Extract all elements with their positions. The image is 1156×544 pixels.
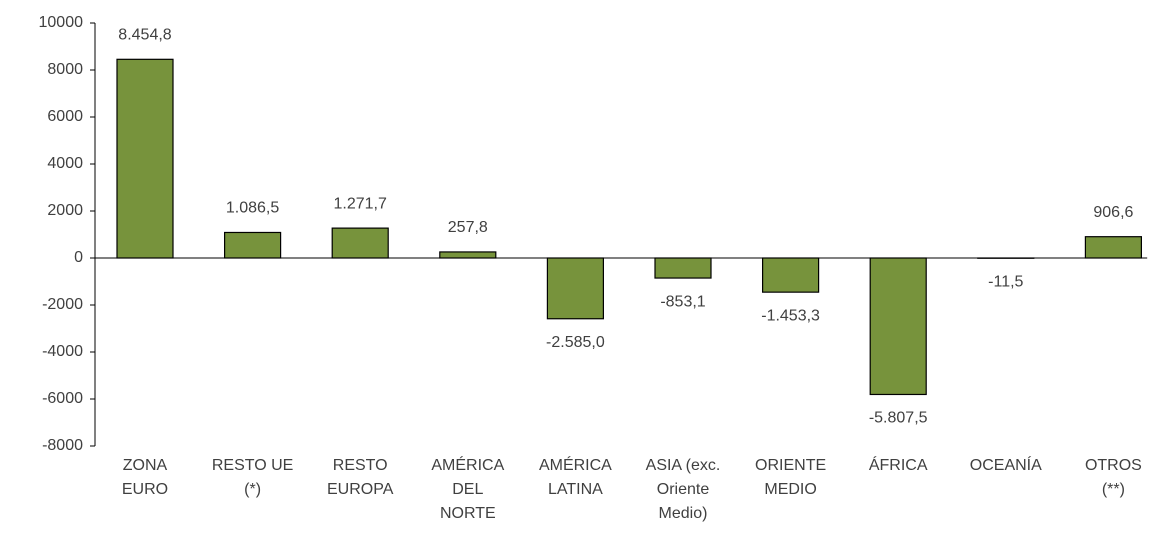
bar [332, 228, 388, 258]
x-tick-label-box: ORIENTE MEDIO [737, 454, 845, 539]
bar [225, 232, 281, 258]
value-label: 1.086,5 [226, 200, 279, 217]
x-tick-label-box: ÁFRICA [844, 454, 952, 539]
value-label: -1.453,3 [761, 307, 820, 324]
x-tick-label: OCEANÍA [952, 454, 1060, 478]
bar [547, 258, 603, 319]
x-tick-label-box: AMÉRICA LATINA [521, 454, 629, 539]
bar [440, 252, 496, 258]
x-tick-label: AMÉRICA LATINA [521, 454, 629, 502]
y-tick-label: 6000 [47, 108, 83, 125]
y-tick-label: 2000 [47, 202, 83, 219]
value-label: 1.271,7 [334, 195, 387, 212]
y-tick-label: -2000 [42, 296, 83, 313]
value-label: 257,8 [448, 219, 488, 236]
bar [763, 258, 819, 292]
y-tick-label: 4000 [47, 155, 83, 172]
x-tick-label: RESTO EUROPA [306, 454, 414, 502]
bar [655, 258, 711, 278]
x-tick-label: RESTO UE (*) [199, 454, 307, 502]
x-tick-label-box: RESTO EUROPA [306, 454, 414, 539]
y-tick-label: 8000 [47, 61, 83, 78]
x-tick-label-box: ZONA EURO [91, 454, 199, 539]
x-tick-label-box: ASIA (exc. Oriente Medio) [629, 454, 737, 539]
y-tick-label: -8000 [42, 437, 83, 454]
y-tick-label: -6000 [42, 390, 83, 407]
bar [1085, 237, 1141, 258]
x-tick-label: ZONA EURO [91, 454, 199, 502]
value-label: 8.454,8 [118, 27, 171, 44]
x-tick-label-box: OTROS (**) [1059, 454, 1156, 539]
value-label: 906,6 [1093, 204, 1133, 221]
x-tick-label: ÁFRICA [844, 454, 952, 478]
value-label: -11,5 [988, 273, 1023, 290]
bar [117, 59, 173, 258]
y-tick-label: 10000 [39, 14, 84, 31]
bar [870, 258, 926, 394]
x-tick-label-box: RESTO UE (*) [199, 454, 307, 539]
x-tick-label: ORIENTE MEDIO [737, 454, 845, 502]
value-label: -853,1 [660, 293, 705, 310]
y-tick-label: -4000 [42, 343, 83, 360]
x-tick-label-box: OCEANÍA [952, 454, 1060, 539]
x-tick-label: OTROS (**) [1059, 454, 1156, 502]
x-tick-label: AMÉRICA DEL NORTE [414, 454, 522, 526]
value-label: -5.807,5 [869, 410, 928, 427]
x-tick-label-box: AMÉRICA DEL NORTE [414, 454, 522, 539]
x-tick-label: ASIA (exc. Oriente Medio) [629, 454, 737, 526]
value-label: -2.585,0 [546, 334, 605, 351]
y-tick-label: 0 [74, 249, 83, 266]
